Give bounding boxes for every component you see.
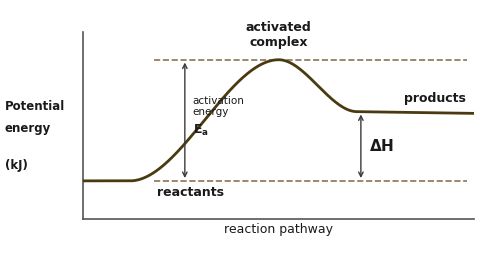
Text: energy: energy <box>5 122 51 135</box>
Text: (kJ): (kJ) <box>5 159 28 172</box>
Text: $\mathbf{E_a}$: $\mathbf{E_a}$ <box>192 123 208 138</box>
Text: reactants: reactants <box>157 186 224 199</box>
Text: products: products <box>403 92 465 105</box>
Text: Potential: Potential <box>5 100 65 113</box>
Text: activation
energy: activation energy <box>192 96 244 117</box>
Text: activated
complex: activated complex <box>245 21 311 49</box>
X-axis label: reaction pathway: reaction pathway <box>224 223 332 236</box>
Text: $\mathbf{\Delta H}$: $\mathbf{\Delta H}$ <box>368 138 393 154</box>
